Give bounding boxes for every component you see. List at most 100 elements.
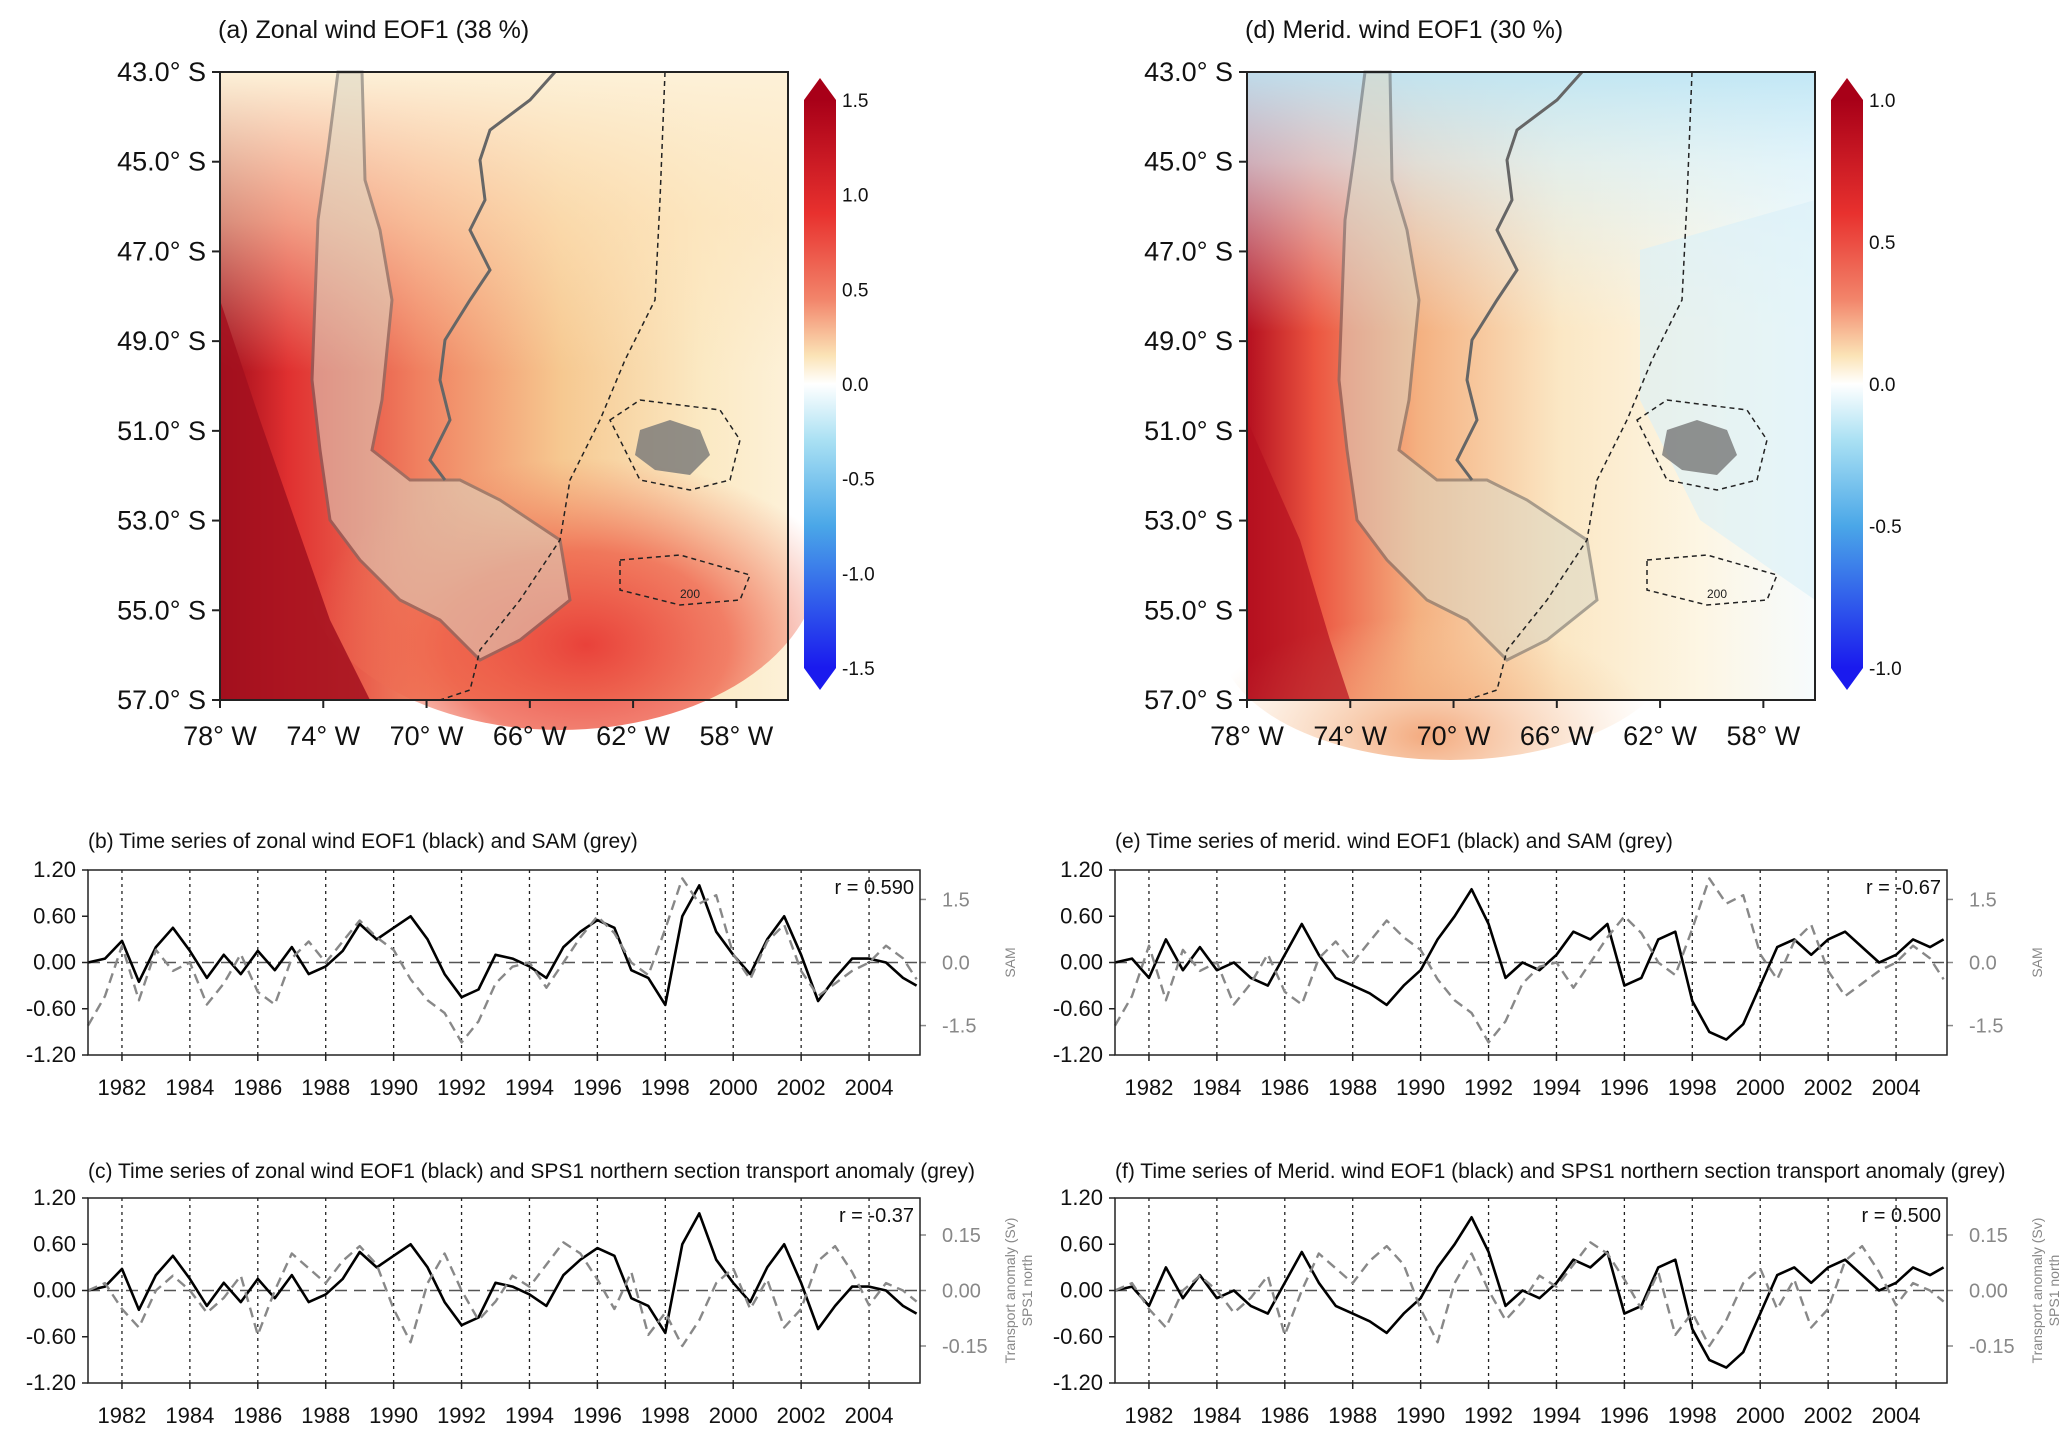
ts-b-xtick-label: 1982 xyxy=(97,1075,146,1100)
ts-b-ytick-label: 0.60 xyxy=(33,903,76,928)
ts-f-xtick-label: 1986 xyxy=(1260,1403,1309,1428)
ts-b-right-tick-label: -1.5 xyxy=(942,1016,976,1038)
colorbar-d-label: -0.5 xyxy=(1869,517,1902,538)
colorbar-d-lower-arrow xyxy=(1831,668,1863,690)
ts-b-correlation-label: r = 0.590 xyxy=(834,877,914,899)
colorbar-a-label: -1.5 xyxy=(842,659,875,680)
ts-f-xtick-label: 1994 xyxy=(1532,1403,1581,1428)
ts-c-right-tick-label: -0.15 xyxy=(942,1336,988,1358)
ts-b-ytick-label: 0.00 xyxy=(33,950,76,975)
ts-f-right-tick-label: 0.15 xyxy=(1969,1225,2008,1247)
ts-f-right-axis-label: SPS1 north xyxy=(2046,1255,2062,1327)
map-d-200m-contour xyxy=(1466,71,1693,701)
ts-e-right-tick-label: 1.5 xyxy=(1969,889,1997,911)
map-a-ytick-label: 49.0° S xyxy=(117,326,206,356)
map-d-ytick-label: 53.0° S xyxy=(1144,506,1233,536)
ts-f-right-tick-label: -0.15 xyxy=(1969,1336,2015,1358)
ts-e-ytick-label: 0.00 xyxy=(1060,950,1103,975)
ts-b-xtick-label: 1994 xyxy=(505,1075,554,1100)
ts-e-xtick-label: 1992 xyxy=(1464,1075,1513,1100)
colorbar-a-upper-arrow xyxy=(804,78,836,100)
ts-b-xtick-label: 1988 xyxy=(301,1075,350,1100)
ts-b-right-axis-label: SAM xyxy=(1002,947,1018,977)
map-a-ytick-label: 45.0° S xyxy=(117,147,206,177)
ts-b-right-tick-label: 1.5 xyxy=(942,889,970,911)
ts-e-xtick-label: 2004 xyxy=(1872,1075,1921,1100)
map-d-land xyxy=(1337,70,1599,662)
map-a-ytick-label: 53.0° S xyxy=(117,506,206,536)
map-panel-d: 200 xyxy=(1220,70,1816,760)
ts-c-right-tick-label: 0.00 xyxy=(942,1281,981,1303)
map-d-east-negative-region xyxy=(1640,200,1815,600)
ts-c-xtick-label: 1986 xyxy=(233,1403,282,1428)
ts-c-xtick-label: 1990 xyxy=(369,1403,418,1428)
ts-f-ytick-label: 0.00 xyxy=(1060,1278,1103,1303)
map-d-ytick-label: 55.0° S xyxy=(1144,595,1233,625)
colorbar-a-label: -0.5 xyxy=(842,470,875,491)
ts-f-right-tick-label: 0.00 xyxy=(1969,1281,2008,1303)
ts-e-grey-series-line xyxy=(1113,877,1945,1044)
timeseries-panel-e: 1982 1984 1986 1988 1990 1992 1994 1996 1998 2000… xyxy=(1053,857,2045,1100)
map-d-argentina-coast xyxy=(1455,71,1584,481)
map-a-xtick-label: 66° W xyxy=(493,721,567,751)
ts-e-xtick-label: 1982 xyxy=(1124,1075,1173,1100)
ts-f-xtick-label: 1996 xyxy=(1600,1403,1649,1428)
colorbar-d-label: -1.0 xyxy=(1869,659,1902,680)
map-a-ticks: 43.0° S 45.0° S 47.0° S 49.0° S 51.0° S 53.0°… xyxy=(117,57,774,751)
map-a-frame xyxy=(219,71,789,701)
ts-e-xtick-label: 2002 xyxy=(1804,1075,1853,1100)
ts-c-frame xyxy=(87,1197,921,1384)
map-d-200m-contour-falklands xyxy=(1636,399,1768,491)
map-d-ytick-label: 45.0° S xyxy=(1144,147,1233,177)
map-a-200m-contour-burdwood xyxy=(619,554,752,606)
panel-b-title: (b) Time series of zonal wind EOF1 (blac… xyxy=(88,830,638,853)
ts-e-ytick-label: 1.20 xyxy=(1060,857,1103,882)
map-a-xtick-label: 78° W xyxy=(183,721,257,751)
ts-c-xtick-label: 1996 xyxy=(573,1403,622,1428)
colorbar-d-label: 1.0 xyxy=(1869,91,1895,112)
ts-f-xtick-label: 1992 xyxy=(1464,1403,1513,1428)
map-d-falklands xyxy=(1662,420,1737,475)
colorbar-a-lower-arrow xyxy=(804,668,836,690)
ts-e-black-series-line xyxy=(1114,888,1945,1041)
ts-c-ytick-label: 1.20 xyxy=(33,1185,76,1210)
colorbar-d-bar xyxy=(1831,100,1863,668)
map-a-xtick-label: 70° W xyxy=(390,721,464,751)
ts-e-xtick-label: 1994 xyxy=(1532,1075,1581,1100)
ts-c-ytick-label: 0.60 xyxy=(33,1231,76,1256)
map-a-contour-label: 200 xyxy=(680,587,700,601)
ts-f-correlation-label: r = 0.500 xyxy=(1861,1205,1941,1227)
colorbar-d-upper-arrow xyxy=(1831,78,1863,100)
ts-c-black-series-line xyxy=(87,1212,918,1335)
ts-f-xtick-label: 1988 xyxy=(1328,1403,1377,1428)
ts-b-xtick-label: 1990 xyxy=(369,1075,418,1100)
ts-f-xtick-label: 1984 xyxy=(1192,1403,1241,1428)
panel-e-title: (e) Time series of merid. wind EOF1 (bla… xyxy=(1115,830,1673,853)
colorbar-a-label: 1.0 xyxy=(842,186,868,207)
ts-f-grey-series-line xyxy=(1114,1241,1945,1348)
ts-e-frame xyxy=(1114,869,1948,1056)
ts-e-xtick-label: 1984 xyxy=(1192,1075,1241,1100)
map-d-xtick-label: 58° W xyxy=(1726,721,1800,751)
map-d-frame xyxy=(1246,71,1816,701)
panel-d-title: (d) Merid. wind EOF1 (30 %) xyxy=(1245,16,1563,44)
map-a-ytick-label: 43.0° S xyxy=(117,57,206,87)
ts-f-frame xyxy=(1114,1197,1948,1384)
ts-e-xtick-label: 1986 xyxy=(1260,1075,1309,1100)
ts-b-black-series-line xyxy=(87,884,918,1007)
ts-e-right-axis-label: SAM xyxy=(2029,947,2045,977)
ts-c-correlation-label: r = -0.37 xyxy=(839,1205,914,1227)
ts-f-xtick-label: 2004 xyxy=(1872,1403,1921,1428)
ts-e-correlation-label: r = -0.67 xyxy=(1866,877,1941,899)
map-a-argentina-coast xyxy=(428,71,557,481)
map-a-ytick-label: 51.0° S xyxy=(117,416,206,446)
map-a-xtick-label: 58° W xyxy=(699,721,773,751)
ts-f-xtick-label: 2000 xyxy=(1736,1403,1785,1428)
map-d-xtick-label: 66° W xyxy=(1520,721,1594,751)
ts-f-ytick-label: -0.60 xyxy=(1053,1324,1103,1349)
map-d-ytick-label: 47.0° S xyxy=(1144,236,1233,266)
ts-c-ytick-label: -1.20 xyxy=(26,1370,76,1395)
ts-b-xtick-label: 1998 xyxy=(641,1075,690,1100)
ts-c-xtick-label: 2002 xyxy=(777,1403,826,1428)
